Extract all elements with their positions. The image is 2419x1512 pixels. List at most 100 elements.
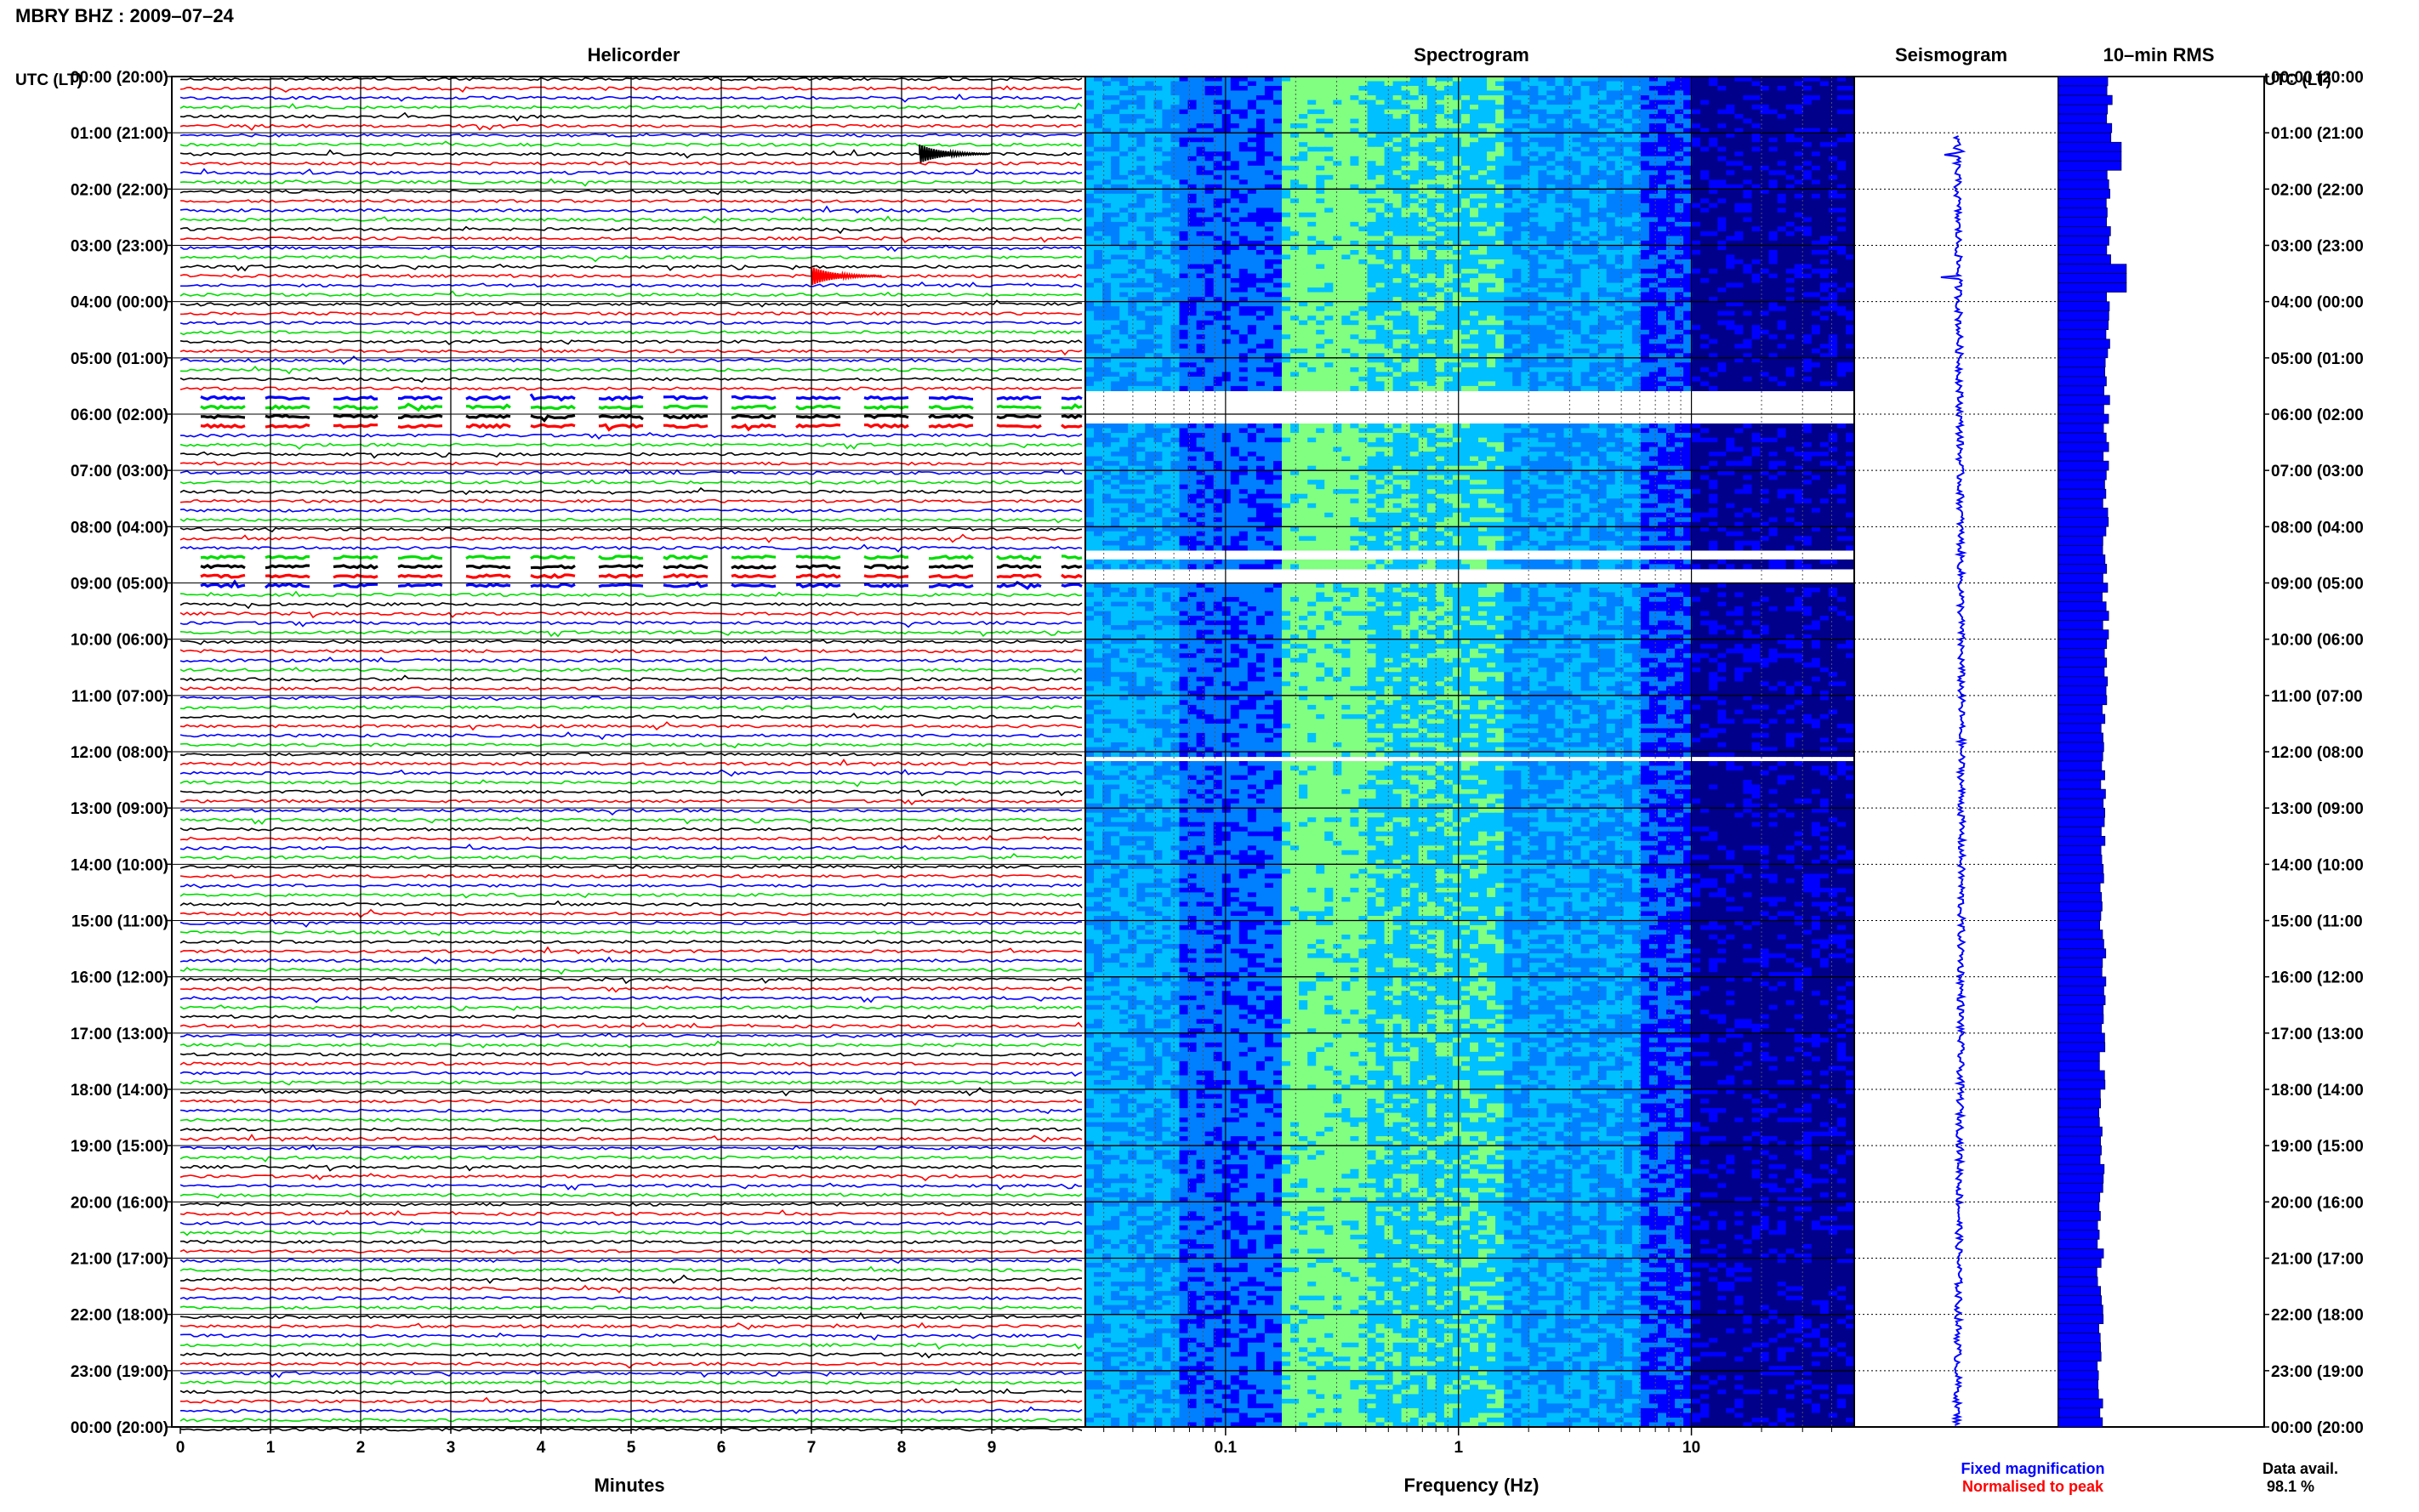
spectrogram-cell <box>1538 100 1547 105</box>
spectrogram-cell <box>1795 138 1804 143</box>
spectrogram-cell <box>1487 86 1496 91</box>
spectrogram-cell <box>1555 133 1564 138</box>
spectrogram-cell <box>1598 95 1608 100</box>
spectrogram-cell <box>1145 105 1154 110</box>
spectrogram-cell <box>1111 86 1120 91</box>
spectrogram-cell <box>1752 110 1762 115</box>
spectrogram-cell <box>1316 95 1325 100</box>
spectrogram-cell <box>1248 114 1257 119</box>
spectrogram-cell <box>1085 82 1095 87</box>
spectrogram-cell <box>1529 114 1539 119</box>
spectrogram-cell <box>1726 100 1735 105</box>
spectrogram-cell <box>1299 142 1308 147</box>
spectrogram-cell <box>1094 82 1103 87</box>
spectrogram-cell <box>1393 100 1403 105</box>
spectrogram-cell <box>1333 110 1342 115</box>
spectrogram-cell <box>1419 133 1428 138</box>
spectrogram-cell <box>1590 100 1599 105</box>
spectrogram-cell <box>1350 91 1359 96</box>
spectrogram-cell <box>1529 133 1539 138</box>
spectrogram-cell <box>1119 105 1129 110</box>
spectrogram-cell <box>1829 114 1838 119</box>
spectrogram-cell <box>1419 123 1428 128</box>
spectrogram-cell <box>1094 105 1103 110</box>
spectrogram-cell <box>1820 91 1830 96</box>
spectrogram-cell <box>1427 100 1437 105</box>
spectrogram-cell <box>1700 138 1710 143</box>
spectrogram-cell <box>1136 147 1146 152</box>
spectrogram-cell <box>1837 82 1847 87</box>
spectrogram-cell <box>1803 110 1813 115</box>
spectrogram-cell <box>1812 95 1821 100</box>
spectrogram-cell <box>1290 110 1300 115</box>
spectrogram-cell <box>1581 105 1591 110</box>
spectrogram-cell <box>1709 86 1718 91</box>
spectrogram-cell <box>1341 123 1351 128</box>
spectrogram-cell <box>1282 138 1291 143</box>
spectrogram-cell <box>1666 100 1676 105</box>
spectrogram-cell <box>1273 138 1283 143</box>
spectrogram-cell <box>1564 82 1574 87</box>
spectrogram-cell <box>1419 100 1428 105</box>
spectrogram-cell <box>1812 123 1821 128</box>
spectrogram-cell <box>1607 142 1616 147</box>
spectrogram-cell <box>1709 142 1718 147</box>
spectrogram-cell <box>1222 133 1232 138</box>
spectrogram-cell <box>1180 95 1189 100</box>
spectrogram-cell <box>1282 123 1291 128</box>
spectrogram-cell <box>1436 142 1445 147</box>
spectrogram-cell <box>1786 105 1796 110</box>
spectrogram-cell <box>1368 142 1377 147</box>
spectrogram-cell <box>1341 100 1351 105</box>
spectrogram-cell <box>1222 147 1232 152</box>
spectrogram-cell <box>1546 95 1556 100</box>
spectrogram-cell <box>1692 142 1701 147</box>
spectrogram-cell <box>1094 147 1103 152</box>
spectrogram-cell <box>1341 105 1351 110</box>
spectrogram-cell <box>1615 95 1625 100</box>
spectrogram-cell <box>1512 86 1522 91</box>
spectrogram-cell <box>1573 138 1582 143</box>
spectrogram-cell <box>1231 147 1240 152</box>
spectrogram-cell <box>1162 147 1171 152</box>
spectrogram-cell <box>1700 110 1710 115</box>
spectrogram-cell <box>1427 86 1437 91</box>
spectrogram-cell <box>1573 82 1582 87</box>
spectrogram-cell <box>1256 142 1266 147</box>
spectrogram-cell <box>1111 138 1120 143</box>
spectrogram-cell <box>1368 133 1377 138</box>
spectrogram-cell <box>1180 86 1189 91</box>
spectrogram-cell <box>1590 138 1599 143</box>
spectrogram-cell <box>1402 123 1411 128</box>
spectrogram-cell <box>1709 138 1718 143</box>
spectrogram-cell <box>1615 123 1625 128</box>
spectrogram-cell <box>1094 114 1103 119</box>
spectrogram-cell <box>1256 110 1266 115</box>
spectrogram-cell <box>1675 138 1684 143</box>
spectrogram-cell <box>1265 133 1274 138</box>
spectrogram-cell <box>1700 91 1710 96</box>
spectrogram-cell <box>1085 95 1095 100</box>
spectrogram-cell <box>1170 105 1180 110</box>
spectrogram-cell <box>1555 147 1564 152</box>
spectrogram-cell <box>1316 105 1325 110</box>
spectrogram-cell <box>1111 105 1120 110</box>
spectrogram-cell <box>1812 91 1821 96</box>
spectrogram-cell <box>1658 138 1667 143</box>
spectrogram-cell <box>1385 105 1394 110</box>
spectrogram-cell <box>1666 91 1676 96</box>
spectrogram-cell <box>1470 91 1479 96</box>
spectrogram-cell <box>1180 82 1189 87</box>
spectrogram-cell <box>1564 95 1574 100</box>
spectrogram-cell <box>1538 147 1547 152</box>
spectrogram-cell <box>1145 123 1154 128</box>
spectrogram-cell <box>1590 133 1599 138</box>
spectrogram-cell <box>1385 119 1394 124</box>
spectrogram-cell <box>1239 86 1249 91</box>
spectrogram-cell <box>1717 82 1727 87</box>
spectrogram-cell <box>1666 82 1676 87</box>
spectrogram-cell <box>1290 105 1300 110</box>
spectrogram-cell <box>1752 82 1762 87</box>
spectrogram-cell <box>1393 142 1403 147</box>
seismogram-title: Seismogram <box>1895 44 2007 65</box>
